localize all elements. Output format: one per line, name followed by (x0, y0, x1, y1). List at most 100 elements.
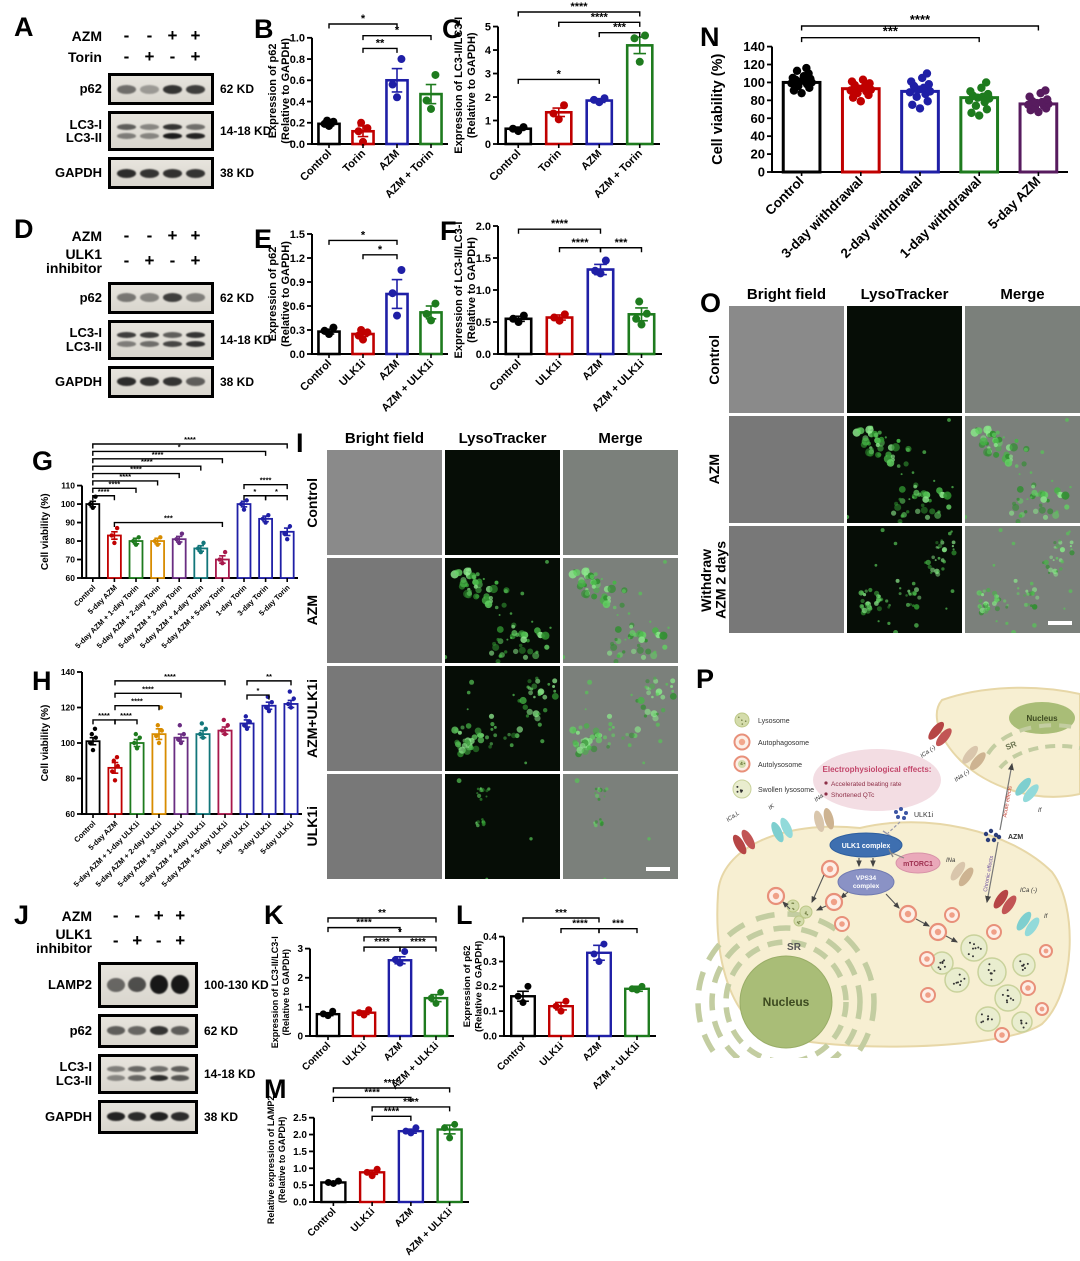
svg-text:****: **** (120, 711, 132, 720)
wb-lane (127, 1020, 149, 1042)
wb-lane (148, 1020, 170, 1042)
wb-band (139, 123, 160, 130)
svg-text:Control: Control (495, 1040, 528, 1073)
wb-lane (170, 1020, 192, 1042)
wb-lane (105, 1106, 127, 1128)
speckle-dot (741, 789, 743, 792)
svg-text:1.0: 1.0 (476, 285, 491, 297)
wb-band-row: LC3-I LC3-II 14-18 KD (14, 1053, 280, 1094)
svg-text:*: * (361, 13, 366, 25)
micro-column-header: Merge (1000, 286, 1045, 303)
wb-lane (184, 372, 207, 392)
speckle-dot (939, 961, 942, 964)
brightfield-image (729, 416, 844, 523)
wb-band (185, 332, 206, 339)
speckle-dot (1020, 1019, 1023, 1022)
autophagosome (944, 907, 960, 923)
panel-letter-g: G (32, 446, 54, 476)
svg-text:****: **** (356, 918, 372, 929)
wb-band (185, 168, 206, 178)
speckle-dot (805, 913, 807, 915)
chart-panel-g: 60 70 80 90 100 110 Control 5-day AZM 5-day AZM … (36, 432, 304, 663)
wb-sign: - (112, 906, 119, 925)
wb-protein-label: LC3-I LC3-II (55, 1059, 92, 1088)
panel-letter-e: E (254, 224, 273, 254)
svg-text:0.0: 0.0 (293, 1198, 307, 1209)
legend-autophagosome: Autophagosome (758, 740, 809, 747)
wb-treatment-label: ULK1 inhibitor (36, 926, 92, 957)
wb-band (149, 1075, 168, 1082)
svg-text:60: 60 (66, 573, 76, 583)
svg-text:****: **** (384, 1078, 400, 1089)
wb-band (116, 341, 137, 348)
wb-treatment-label: AZM (71, 27, 102, 44)
autophagosome (820, 859, 840, 879)
wb-lane (138, 372, 161, 392)
wb-lane (115, 163, 138, 183)
svg-text:0: 0 (297, 1032, 303, 1043)
lysotracker-image (445, 666, 560, 771)
effects-item-1: Accelerated beating rate (831, 781, 902, 788)
wb-band (128, 1066, 147, 1073)
svg-text:0: 0 (485, 139, 491, 151)
wb-band (139, 332, 160, 339)
panel-letter-d: D (14, 214, 34, 244)
micro-row: AZM (300, 558, 680, 663)
mechanism-diagram-panel-p: Nucleus SR Nucleus SR Lysosome Autophago… (690, 662, 1080, 1093)
wb-protein-label: GAPDH (45, 1108, 92, 1124)
speckle-dot (960, 980, 962, 983)
chart-panel-m: 0.0 0.5 1.0 1.5 2.0 2.5 Control ULK1i AZM AZM + U… (262, 1076, 477, 1261)
svg-text:100: 100 (743, 75, 765, 90)
wb-sign: - (169, 251, 176, 271)
panel-letter-c: C (442, 14, 462, 44)
wb-band (185, 293, 206, 303)
svg-text:1: 1 (485, 115, 491, 127)
wb-lane (170, 1106, 192, 1128)
micro-row-label: AZM (303, 595, 320, 626)
wb-treatment-row: AZM - - + + (36, 226, 284, 246)
brightfield-image (327, 774, 442, 879)
chart-panel-k: 0 1 2 3 Control ULK1i AZM AZM + ULK1i ** **** * ***… (262, 906, 462, 1099)
micro-row-label: AZM (705, 454, 722, 485)
wb-lane (115, 117, 138, 145)
svg-text:Control: Control (300, 1040, 333, 1073)
svg-text:*: * (275, 487, 278, 496)
micro-row: Withdraw AZM 2 days (698, 526, 1080, 633)
wb-band (162, 168, 183, 178)
wb-sign: + (175, 906, 186, 925)
wb-molecular-weight: 14-18 KD (204, 1066, 256, 1081)
ina-minus-label: INa (-) (954, 769, 971, 784)
svg-text:0.0: 0.0 (476, 349, 491, 361)
inhibition-line (891, 852, 905, 859)
wb-lane (161, 372, 184, 392)
svg-text:0.5: 0.5 (293, 1181, 307, 1192)
autophagosome (1035, 1002, 1049, 1016)
ulk1-complex (829, 832, 903, 858)
vps34-label-line2: complex (853, 883, 880, 890)
svg-text:Expression of LC3-II/LC3-I: Expression of LC3-II/LC3-I (453, 222, 465, 359)
svg-text:Relative expression of LAMP2: Relative expression of LAMP2 (266, 1096, 276, 1225)
svg-text:*: * (557, 68, 562, 80)
svg-text:Control: Control (298, 358, 334, 394)
svg-text:0.0: 0.0 (290, 349, 305, 361)
wb-band (139, 377, 160, 387)
wb-band (128, 1075, 147, 1082)
speckle-dot (979, 947, 982, 950)
speckle-dot (988, 963, 991, 966)
wb-lane (127, 1106, 149, 1128)
svg-text:****: **** (109, 479, 121, 488)
ina-label: INa (946, 858, 956, 864)
acute-effects-label: Acute effects (1002, 785, 1013, 818)
brightfield-image (327, 558, 442, 663)
svg-text:0.8: 0.8 (290, 54, 305, 66)
svg-text:****: **** (142, 684, 154, 693)
wb-lane (138, 79, 161, 99)
svg-text:2: 2 (297, 973, 303, 984)
svg-text:AZM: AZM (382, 1040, 405, 1063)
speckle-dot (791, 902, 793, 904)
wb-lane (148, 1060, 170, 1088)
western-blot-panel-j: AZM - - + + ULK1 inhibitor - + - + LAMP2 100-130 KD p… (14, 906, 280, 1140)
svg-text:Control: Control (487, 148, 523, 184)
wb-lane (184, 326, 207, 354)
speckle-dot (798, 922, 800, 925)
